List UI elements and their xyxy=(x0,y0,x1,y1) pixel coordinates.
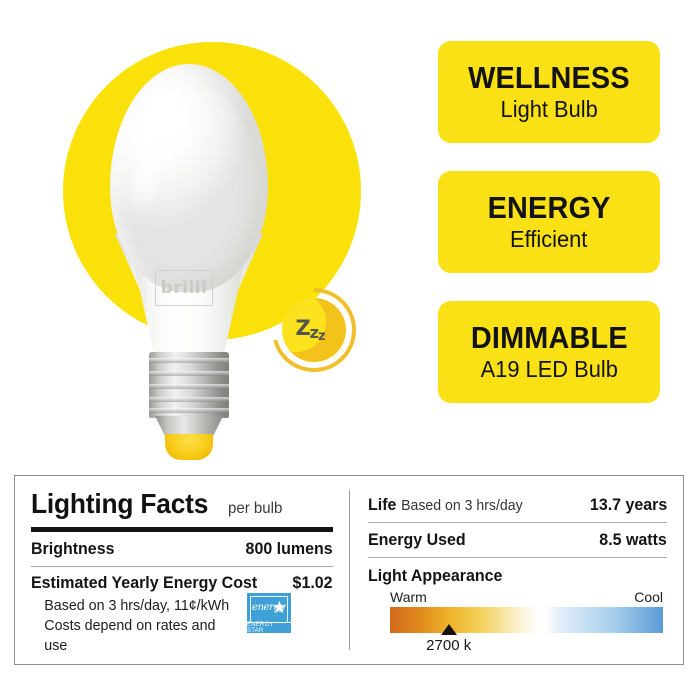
life-row: Life Based on 3 hrs/day 13.7 years xyxy=(368,488,667,522)
led-bulb-image: brilli xyxy=(103,64,275,460)
cost-note-line-2: Costs depend on rates and use xyxy=(44,616,216,654)
panel-subtitle: per bulb xyxy=(227,500,282,517)
brightness-row: Brightness 800 lumens xyxy=(31,532,333,566)
panel-title: Lighting Facts xyxy=(31,488,209,519)
light-appearance-label: Light Appearance xyxy=(368,566,503,585)
life-sublabel: Based on 3 hrs/day xyxy=(401,497,523,514)
energy-star-wordmark: ENERGY STAR xyxy=(247,622,291,634)
feature-badge-title: WELLNESS xyxy=(468,59,630,95)
scale-end-labels: Warm Cool xyxy=(390,589,663,605)
feature-badge-list: WELLNESS Light Bulb ENERGY Efficient DIM… xyxy=(438,41,660,431)
bulb-thread xyxy=(149,397,229,402)
divider-rule xyxy=(31,566,333,567)
yearly-cost-notes-row: Based on 3 hrs/day, 11¢/kWh Costs depend… xyxy=(31,593,333,655)
feature-badge-dimmable: DIMMABLE A19 LED Bulb xyxy=(438,301,660,403)
bulb-base-taper xyxy=(155,416,223,438)
zzz-letter-3: z xyxy=(317,328,326,344)
star-icon: ★ xyxy=(271,598,287,617)
energy-used-value: 8.5 watts xyxy=(599,530,667,549)
cost-note-line-1: Based on 3 hrs/day, 11¢/kWh xyxy=(44,597,230,614)
yearly-cost-row: Estimated Yearly Energy Cost $1.02 xyxy=(31,573,333,593)
brightness-label: Brightness xyxy=(31,539,115,558)
life-value: 13.7 years xyxy=(589,495,667,514)
energy-star-script: energy xyxy=(252,602,285,613)
energy-star-logo: energy ★ ENERGY STAR xyxy=(247,593,291,634)
yearly-cost-notes: Based on 3 hrs/day, 11¢/kWh Costs depend… xyxy=(31,596,236,655)
feature-badge-title: DIMMABLE xyxy=(470,319,628,355)
lighting-facts-panel: Lighting Facts per bulb Brightness 800 l… xyxy=(14,475,684,665)
column-divider xyxy=(349,490,350,650)
bulb-thread xyxy=(149,371,229,376)
feature-badge-subtitle: A19 LED Bulb xyxy=(480,356,618,383)
bulb-thread xyxy=(149,384,229,389)
warm-label: Warm xyxy=(390,589,427,605)
bulb-globe xyxy=(110,64,268,292)
zzz-letter-1: Z xyxy=(295,316,310,340)
energy-used-label: Energy Used xyxy=(368,530,466,549)
bulb-screw-base xyxy=(149,352,229,418)
feature-badge-title: ENERGY xyxy=(487,189,611,225)
marker-triangle-icon xyxy=(440,624,457,635)
lighting-facts-header: Lighting Facts per bulb xyxy=(31,488,333,520)
lighting-facts-right-column: Life Based on 3 hrs/day 13.7 years Energy… xyxy=(350,476,683,664)
title-rule xyxy=(31,527,333,532)
life-label-text: Life xyxy=(368,495,397,514)
bulb-specular-highlight xyxy=(126,83,194,179)
brightness-value: 800 lumens xyxy=(245,539,333,558)
yearly-cost-value: $1.02 xyxy=(293,573,333,592)
feature-badge-subtitle: Efficient xyxy=(510,226,588,253)
brand-logo: brilli xyxy=(155,270,213,306)
bulb-thread xyxy=(149,408,229,413)
life-label: Life Based on 3 hrs/day xyxy=(368,495,523,515)
bulb-base-tip xyxy=(165,434,213,460)
feature-badge-subtitle: Light Bulb xyxy=(500,96,598,123)
zzz-letter-2: z xyxy=(309,322,319,342)
energy-used-row: Energy Used 8.5 watts xyxy=(368,523,667,557)
cool-label: Cool xyxy=(634,589,663,605)
yearly-cost-block: Estimated Yearly Energy Cost $1.02 Based… xyxy=(31,567,333,655)
color-temperature-value: 2700 k xyxy=(426,637,472,654)
feature-badge-energy: ENERGY Efficient xyxy=(438,171,660,273)
color-temperature-marker-row: 2700 k xyxy=(390,624,663,655)
bulb-thread xyxy=(149,358,229,363)
feature-badge-wellness: WELLNESS Light Bulb xyxy=(438,41,660,143)
divider-rule xyxy=(368,522,667,523)
light-appearance-scale: Warm Cool 2700 k xyxy=(368,589,667,655)
yearly-cost-label: Estimated Yearly Energy Cost xyxy=(31,573,258,592)
color-temperature-gradient-bar xyxy=(390,607,663,633)
lighting-facts-left-column: Lighting Facts per bulb Brightness 800 l… xyxy=(15,476,349,664)
divider-rule xyxy=(368,557,667,558)
